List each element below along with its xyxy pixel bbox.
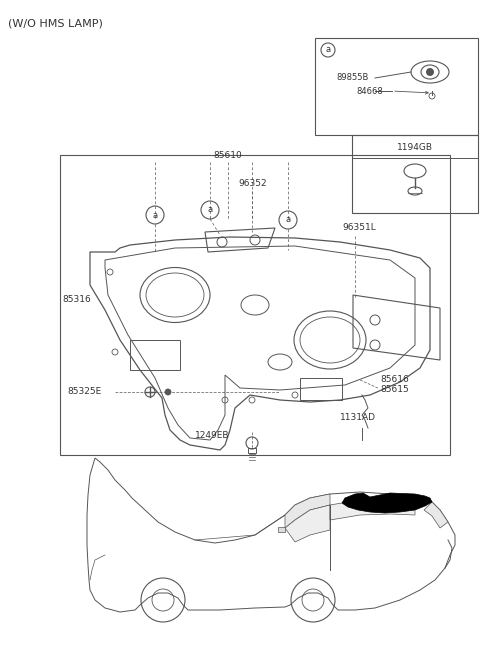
Text: 1249EB: 1249EB bbox=[195, 430, 229, 440]
Text: 85610: 85610 bbox=[214, 151, 242, 160]
Circle shape bbox=[429, 93, 435, 99]
Text: a: a bbox=[286, 216, 290, 224]
Text: a: a bbox=[325, 45, 331, 55]
Text: 89855B: 89855B bbox=[336, 74, 368, 82]
Text: 85615: 85615 bbox=[380, 386, 409, 395]
Bar bbox=[60, 155, 450, 455]
Text: 84668: 84668 bbox=[356, 86, 383, 95]
Text: a: a bbox=[207, 205, 213, 215]
Text: 85616: 85616 bbox=[380, 376, 409, 384]
Text: 96352: 96352 bbox=[238, 178, 266, 188]
Text: 1194GB: 1194GB bbox=[397, 143, 433, 153]
Text: 96351L: 96351L bbox=[342, 224, 376, 232]
Bar bbox=[130, 340, 180, 370]
Text: a: a bbox=[153, 211, 157, 220]
Bar bbox=[352, 135, 478, 213]
Polygon shape bbox=[87, 458, 455, 612]
Polygon shape bbox=[342, 493, 432, 513]
Polygon shape bbox=[330, 499, 415, 520]
Bar bbox=[315, 38, 478, 135]
Bar bbox=[300, 378, 342, 400]
Text: 85316: 85316 bbox=[62, 295, 91, 305]
Polygon shape bbox=[285, 505, 330, 542]
Polygon shape bbox=[424, 502, 448, 528]
Polygon shape bbox=[285, 494, 330, 528]
Text: 1131AD: 1131AD bbox=[340, 413, 376, 422]
Text: 85325E: 85325E bbox=[67, 388, 101, 397]
Circle shape bbox=[165, 389, 171, 395]
Polygon shape bbox=[278, 527, 285, 532]
Bar bbox=[248, 448, 256, 453]
Text: (W/O HMS LAMP): (W/O HMS LAMP) bbox=[8, 18, 103, 28]
Circle shape bbox=[426, 68, 434, 76]
